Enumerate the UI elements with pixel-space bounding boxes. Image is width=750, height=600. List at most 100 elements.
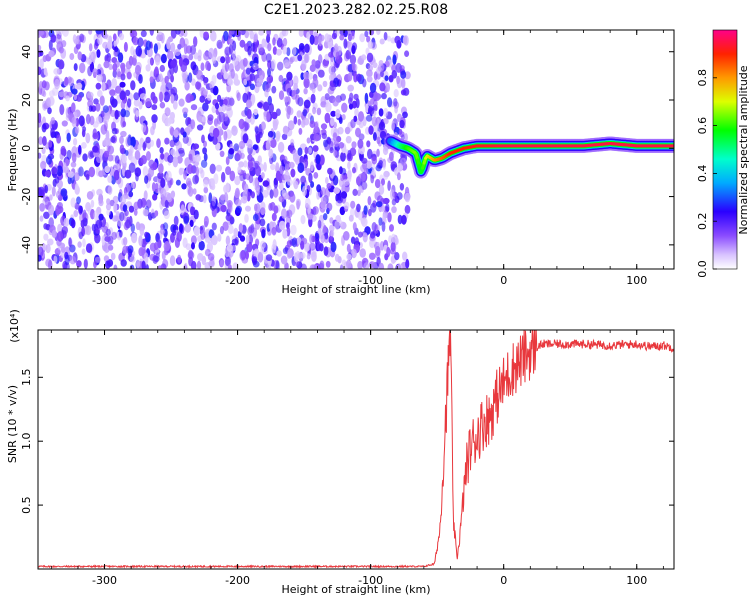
noise-cell <box>67 76 72 84</box>
noise-cell <box>320 96 326 106</box>
noise-cell <box>163 91 170 103</box>
noise-cell <box>353 115 358 123</box>
noise-cell <box>313 172 319 179</box>
noise-cell <box>88 43 93 52</box>
noise-cell <box>315 232 320 239</box>
noise-cell <box>227 202 232 213</box>
noise-cell <box>113 202 118 213</box>
noise-cell <box>288 161 295 169</box>
noise-cell <box>283 155 288 165</box>
noise-cell <box>354 108 359 117</box>
noise-cell <box>227 224 234 234</box>
noise-cell <box>149 76 154 83</box>
noise-cell <box>318 54 323 64</box>
noise-cell <box>158 72 163 82</box>
noise-cell <box>57 59 65 70</box>
noise-cell <box>339 206 346 216</box>
noise-cell <box>374 92 381 102</box>
noise-cell <box>48 39 53 51</box>
noise-cell <box>164 107 171 117</box>
noise-cell <box>64 254 70 266</box>
noise-cell <box>266 30 271 37</box>
noise-cell <box>119 135 124 145</box>
colorbar-ticks: 0.0 0.2 0.4 0.6 0.8 <box>696 69 717 278</box>
noise-cell <box>388 75 394 83</box>
noise-cell <box>338 116 343 124</box>
noise-cell <box>190 206 195 216</box>
noise-cell <box>188 153 193 161</box>
noise-cell <box>338 142 345 149</box>
noise-cell <box>271 226 277 236</box>
noise-cell <box>160 177 166 188</box>
noise-cell <box>355 97 360 109</box>
noise-cell <box>378 60 384 66</box>
noise-cell <box>144 231 149 238</box>
noise-cell <box>117 71 122 78</box>
noise-cell <box>232 262 239 269</box>
noise-cell <box>270 163 276 171</box>
noise-cell <box>121 153 127 164</box>
noise-cell <box>113 163 120 170</box>
noise-cell <box>130 181 135 189</box>
noise-cell <box>293 180 299 190</box>
noise-cell <box>371 169 376 177</box>
noise-cell <box>286 209 293 219</box>
noise-cell <box>77 241 82 248</box>
noise-cell <box>275 130 281 140</box>
noise-cell <box>281 30 289 37</box>
noise-cell <box>145 64 151 72</box>
noise-cell <box>60 148 67 156</box>
noise-cell <box>182 237 188 249</box>
noise-cell <box>346 259 352 269</box>
noise-cell <box>382 197 390 205</box>
noise-cell <box>53 255 58 264</box>
noise-cell <box>404 204 411 214</box>
noise-cell <box>333 140 339 147</box>
noise-cell <box>232 40 237 51</box>
noise-cell <box>357 139 364 149</box>
noise-cell <box>311 251 317 262</box>
noise-cell <box>162 222 169 231</box>
noise-cell <box>157 265 163 269</box>
noise-cell <box>361 157 368 164</box>
noise-cell <box>341 191 348 199</box>
noise-cell <box>54 176 60 184</box>
noise-cell <box>70 161 77 168</box>
noise-cell <box>378 184 385 195</box>
noise-cell <box>267 42 272 52</box>
noise-cell <box>207 94 212 101</box>
x-tick-label: -300 <box>92 574 117 587</box>
noise-cell <box>400 70 407 79</box>
noise-cell <box>183 170 187 180</box>
colorbar-label: Normalized spectral amplitude <box>737 65 750 234</box>
noise-cell <box>370 231 376 239</box>
noise-cell <box>128 191 134 198</box>
noise-cell <box>219 150 225 157</box>
noise-cell <box>347 169 352 177</box>
noise-cell <box>145 97 152 108</box>
noise-cell <box>164 192 171 200</box>
noise-cell <box>115 85 122 94</box>
noise-cell <box>95 82 102 90</box>
noise-cell <box>353 72 358 83</box>
noise-cell <box>125 182 132 193</box>
figure-title: C2E1.2023.282.02.25.R08 <box>264 2 448 18</box>
noise-cell <box>230 68 235 79</box>
noise-cell <box>375 164 382 172</box>
noise-cell <box>287 120 295 131</box>
noise-cell <box>204 248 211 257</box>
noise-cell <box>179 37 186 48</box>
noise-cell <box>366 140 371 148</box>
noise-cell <box>77 51 83 61</box>
noise-cell <box>340 173 345 182</box>
noise-cell <box>58 46 64 54</box>
noise-cell <box>283 96 290 103</box>
noise-cell <box>346 243 351 253</box>
noise-cell <box>182 72 187 84</box>
x-tick-label: 0 <box>500 574 507 587</box>
noise-cell <box>153 242 159 251</box>
noise-cell <box>120 64 126 74</box>
snr-series-line <box>38 330 674 569</box>
noise-cell <box>47 107 52 115</box>
noise-cell <box>320 234 326 244</box>
